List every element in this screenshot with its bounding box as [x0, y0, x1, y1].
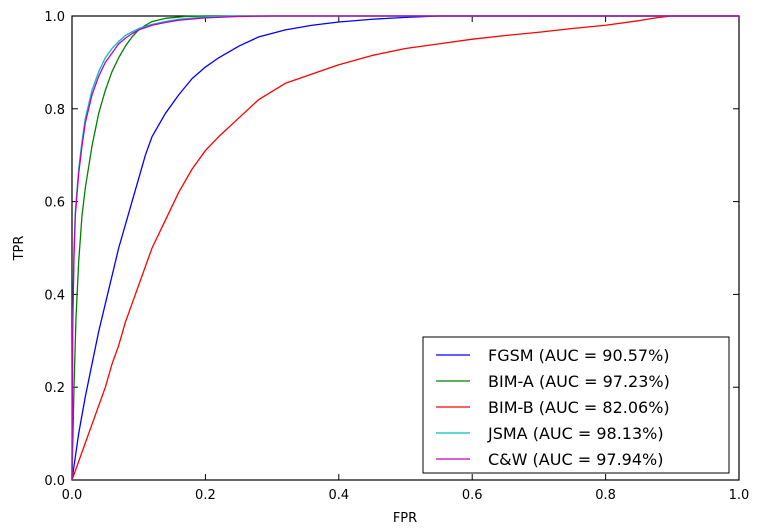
series-line-2	[71, 15, 739, 481]
y-tick-label-1: 0.2	[44, 381, 65, 396]
series-line-1	[71, 15, 739, 481]
series-lines	[71, 15, 739, 481]
axis-ticks: 0.0 0.2 0.4 0.6 0.8 1.0 0.0 0.2 0.4 0.6 0.8 1.0	[44, 10, 749, 503]
x-tick-label-0: 0.0	[62, 488, 83, 503]
y-tick-label-0: 0.0	[44, 474, 65, 489]
series-line-0	[71, 15, 739, 481]
series-line-4	[71, 15, 739, 481]
legend-entry-3: JSMA (AUC = 98.13%)	[487, 424, 664, 443]
legend-entry-2: BIM-B (AUC = 82.06%)	[488, 398, 670, 417]
y-tick-label-3: 0.6	[44, 196, 65, 211]
x-axis-label: FPR	[393, 511, 417, 526]
legend: FGSM (AUC = 90.57%) BIM-A (AUC = 97.23%) B…	[422, 336, 730, 474]
legend-entry-0: FGSM (AUC = 90.57%)	[488, 346, 670, 365]
x-tick-label-2: 0.4	[328, 488, 349, 503]
y-tick-label-2: 0.4	[44, 288, 65, 303]
x-tick-label-3: 0.6	[462, 488, 483, 503]
legend-entry-4: C&W (AUC = 97.94%)	[488, 450, 663, 469]
x-tick-label-5: 1.0	[729, 488, 750, 503]
y-axis-label: TPR	[12, 236, 27, 262]
y-tick-label-5: 1.0	[44, 10, 65, 25]
legend-entry-1: BIM-A (AUC = 97.23%)	[488, 372, 670, 391]
x-tick-label-1: 0.2	[195, 488, 216, 503]
y-tick-label-4: 0.8	[44, 103, 65, 118]
x-tick-label-4: 0.8	[595, 488, 616, 503]
legend-box	[422, 336, 730, 474]
